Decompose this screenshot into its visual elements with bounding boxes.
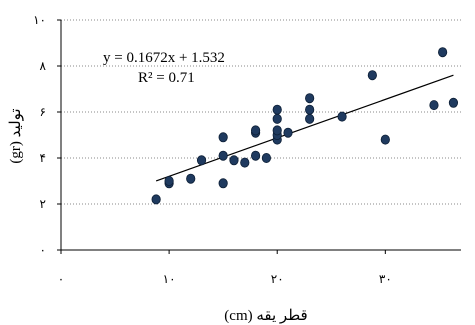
data-point (438, 47, 448, 58)
data-point (367, 70, 377, 81)
data-point (250, 125, 261, 136)
y-tick-label: ۲ (40, 197, 46, 211)
data-point (186, 173, 196, 184)
data-point (218, 150, 228, 161)
r-squared-label: R² = 0.71 (138, 70, 195, 86)
y-tick-label: ۸ (40, 59, 47, 73)
data-points (151, 47, 459, 205)
axes (60, 20, 461, 251)
data-point (240, 157, 250, 168)
x-tick-label: ۳۰ (379, 272, 392, 286)
data-point (305, 93, 315, 104)
data-point (272, 113, 282, 124)
x-axis-ticks: ۰ ۱۰ ۲۰ ۳۰ (58, 250, 392, 286)
data-point (196, 155, 207, 166)
trendline-equation: y = 0.1672x + 1.532 (103, 50, 225, 66)
data-point (250, 150, 261, 161)
y-tick-label: ۰ (40, 243, 46, 257)
y-tick-label: ۴ (40, 151, 46, 165)
data-point (261, 152, 272, 163)
x-tick-label: ۱۰ (163, 272, 176, 286)
data-point (283, 127, 293, 138)
y-axis-ticks: ۰ ۲ ۴ ۶ ۸ ۱۰ (33, 13, 61, 257)
data-point (272, 104, 282, 115)
gridlines (61, 19, 461, 205)
data-point (380, 134, 390, 145)
data-point (337, 111, 347, 122)
data-point (164, 175, 174, 186)
x-tick-label: ۲۰ (271, 272, 284, 286)
x-axis-title: قطر یقه (cm) (224, 308, 307, 324)
x-tick-label: ۰ (58, 272, 64, 286)
data-point (429, 100, 439, 111)
data-point (218, 178, 228, 189)
y-tick-label: ۶ (40, 105, 46, 119)
data-point (218, 132, 228, 143)
data-point (305, 104, 315, 115)
trendline (155, 74, 454, 182)
data-point (272, 125, 282, 136)
data-point (151, 194, 161, 205)
data-point (448, 97, 459, 108)
data-point (229, 155, 239, 166)
data-point (305, 113, 315, 124)
y-axis-title: تولید (gr) (8, 108, 24, 163)
y-tick-label: ۱۰ (33, 13, 46, 27)
